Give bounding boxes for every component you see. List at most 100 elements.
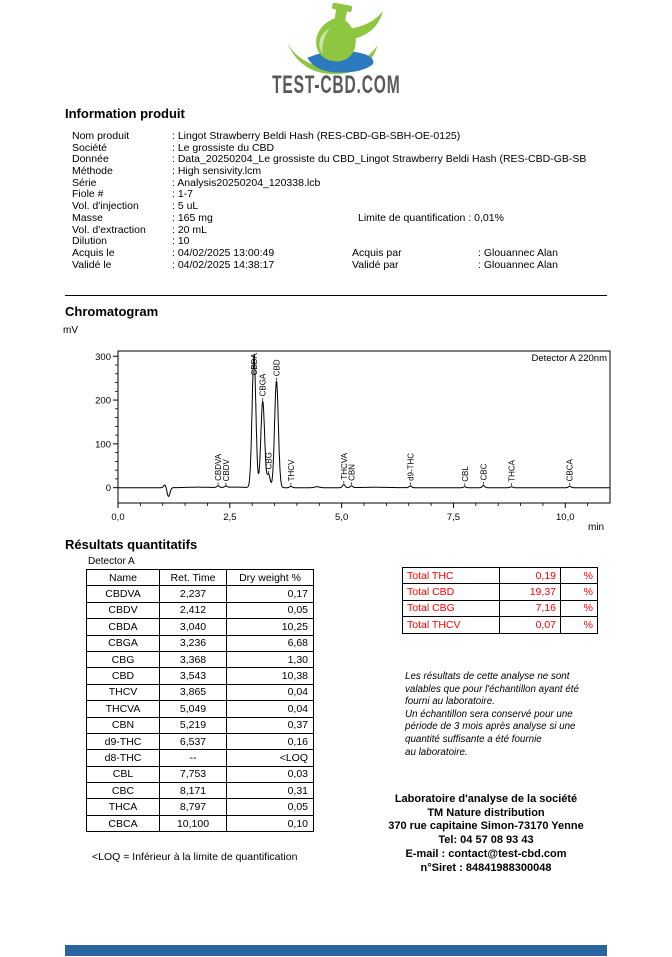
peak-label: CBN [347, 464, 356, 481]
info-right-label: Validé par [352, 259, 399, 271]
table-cell: d9-THC [86, 732, 160, 751]
svg-text:200: 200 [95, 396, 111, 407]
total-cell: Total THC [402, 566, 500, 585]
column-header: Name [86, 568, 160, 587]
table-cell: 6,68 [226, 634, 314, 652]
info-label: Méthode [72, 166, 113, 178]
info-row: Méthode : High sensivity.lcm [72, 166, 618, 178]
peak-label: CBDVA [214, 453, 223, 481]
table-row: CBGA 3,236 6,68 [86, 634, 314, 652]
table-cell: 10,100 [159, 814, 227, 833]
table-row: CBL 7,753 0,03 [86, 765, 314, 784]
disclaimer-line: au laboratoire. [405, 746, 468, 758]
table-cell: 2,412 [159, 601, 227, 620]
svg-text:7,5: 7,5 [447, 512, 460, 523]
info-section-title: Information produit [65, 106, 185, 121]
table-row: CBC 8,171 0,31 [86, 782, 314, 800]
table-cell: 3,865 [159, 683, 227, 702]
info-value: : High sensivity.lcm [172, 166, 262, 178]
info-value: : Lingot Strawberry Beldi Hash (RES-CBD-… [172, 131, 461, 142]
table-cell: 3,040 [159, 618, 227, 636]
info-row: Vol. d'extraction: 20 mL [72, 225, 618, 237]
table-cell: -- [159, 749, 227, 767]
y-axis-unit-label: mV [63, 325, 78, 336]
table-cell: 3,236 [159, 634, 227, 652]
quantitative-results-table: Name Ret. Time Dry weight % CBDVA 2,237 0,17… [86, 568, 314, 833]
table-cell: 0,05 [226, 798, 314, 816]
table-cell: 7,753 [159, 765, 227, 784]
table-cell: THCVA [86, 700, 160, 718]
table-cell: CBDA [86, 618, 160, 636]
disclaimer-line: fourni au laboratoire. [405, 696, 495, 708]
info-value: : 5 uL [172, 201, 199, 213]
total-row: Total THCV 0,07% [402, 616, 598, 634]
disclaimer-line: valables que pour l'échantillon ayant ét… [405, 683, 579, 695]
table-cell: 10,25 [226, 618, 314, 636]
info-row: Fiole #: 1-7 [72, 189, 618, 201]
table-cell: 5,219 [159, 716, 227, 734]
totals-table: Total THC 0,19% Total CBD 19,37% Total CBG 7,… [402, 566, 598, 634]
table-row: d9-THC 6,537 0,16 [86, 732, 314, 751]
table-cell: 0,04 [226, 683, 314, 702]
info-label: Vol. d'injection [72, 201, 139, 213]
table-cell: CBN [86, 716, 160, 734]
peak-label: CBD [272, 359, 281, 376]
info-value: : 04/02/2025 14:38:17 [172, 259, 275, 271]
info-row: Société: Le grossiste du CBD [72, 143, 618, 155]
info-value: : Analysis20250204_120338.lcb [172, 177, 321, 189]
total-cell: % [560, 616, 598, 634]
info-value: : Le grossiste du CBD [172, 142, 275, 154]
svg-text:0: 0 [106, 483, 111, 494]
table-cell: 3,368 [159, 650, 227, 669]
table-row: THCA 8,797 0,05 [86, 798, 314, 816]
table-row: CBDV 2,412 0,05 [86, 601, 314, 620]
table-row: CBCA 10,100 0,10 [86, 814, 314, 833]
table-cell: 0,17 [226, 585, 314, 603]
info-right-value: : Glouannec Alan [478, 247, 558, 259]
table-cell: 10,38 [226, 667, 314, 685]
info-label: Masse [72, 212, 103, 224]
info-value: : 10 [172, 236, 190, 248]
info-label: Validé le [72, 259, 112, 271]
table-cell: THCV [86, 683, 160, 702]
svg-text:0,0: 0,0 [111, 512, 124, 523]
brand-name-wrap: TEST-CBD.COM [0, 72, 672, 99]
table-cell: CBL [86, 765, 160, 784]
svg-text:min: min [588, 522, 604, 533]
info-row: Série : Analysis20250204_120338.lcb [72, 178, 618, 190]
table-row: d8-THC -- <LOQ [86, 749, 314, 767]
total-cell: % [560, 599, 598, 618]
info-row: Masse: 165 mg Limite de quantification : … [72, 213, 618, 225]
info-row: Acquis le: 04/02/2025 13:00:49 Acquis par… [72, 248, 618, 260]
total-cell: 0,07 [499, 616, 561, 634]
table-cell: CBDVA [86, 585, 160, 603]
peak-label: CBL [461, 466, 470, 482]
info-right-value: : Glouannec Alan [478, 259, 558, 271]
laboratory-line: TM Nature distribution [427, 806, 545, 819]
table-cell: CBG [86, 650, 160, 669]
info-row: Dilution : 10 [72, 236, 618, 248]
laboratory-line: E-mail : contact@test-cbd.com [405, 847, 567, 860]
info-label: Dilution [72, 236, 108, 248]
svg-text:5,0: 5,0 [335, 512, 348, 523]
table-cell: 0,04 [226, 700, 314, 718]
table-cell: CBDV [86, 601, 160, 620]
info-label: Acquis le [72, 247, 115, 259]
info-grid: Nom produit: Lingot Strawberry Beldi Has… [72, 131, 618, 271]
info-label: Série [72, 177, 97, 189]
table-row: THCVA 5,049 0,04 [86, 700, 314, 718]
table-cell: 8,171 [159, 782, 227, 800]
svg-text:100: 100 [95, 439, 111, 450]
info-row: Nom produit: Lingot Strawberry Beldi Has… [72, 131, 618, 143]
table-cell: 8,797 [159, 798, 227, 816]
chromatogram-title: Chromatogram [65, 304, 159, 319]
disclaimer-line: Un échantillon sera conservé pour une [405, 708, 573, 720]
info-right-label: Acquis par [352, 247, 402, 259]
info-value: : Data_20250204_Le grossiste du CBD_Ling… [172, 154, 587, 166]
info-row: Vol. d'injection : 5 uL [72, 201, 618, 213]
peak-label: CBG [265, 452, 274, 469]
peak-label: CBDV [222, 458, 231, 481]
laboratory-line: Tel: 04 57 08 93 43 [438, 834, 534, 847]
table-cell: 1,30 [226, 650, 314, 669]
peak-label: CBGA [259, 373, 268, 396]
